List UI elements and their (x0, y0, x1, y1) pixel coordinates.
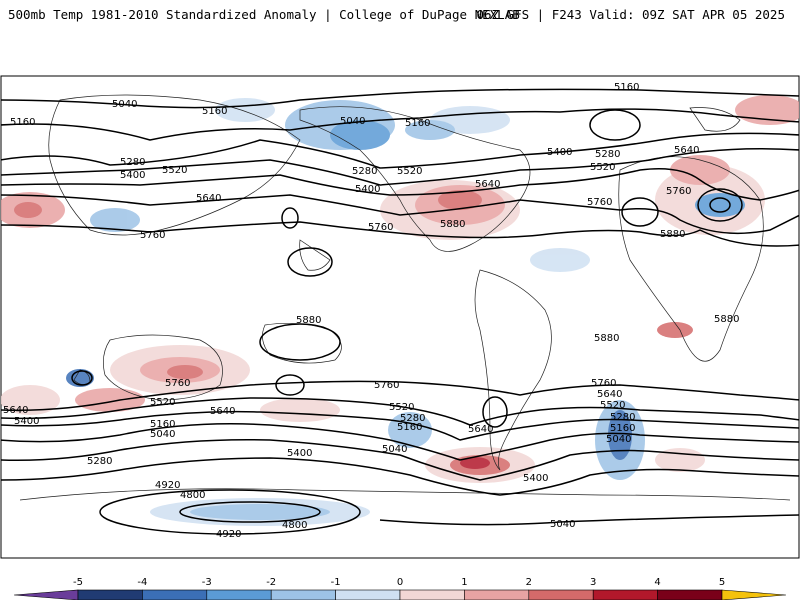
contour-label: 5520 (389, 402, 414, 413)
map-title: 500mb Temp 1981-2010 Standardized Anomal… (8, 7, 520, 22)
contour-label: 5160 (202, 106, 227, 117)
contour-label: 5040 (150, 429, 175, 440)
contour-label: 5280 (352, 166, 377, 177)
colorbar-segment (77, 589, 143, 600)
colorbar-tick-label: 4 (654, 577, 660, 588)
colorbar-segment (721, 589, 787, 600)
contour-label: 5760 (666, 186, 691, 197)
contour-label: 5760 (165, 378, 190, 389)
contour-label: 5160 (150, 419, 175, 430)
colorbar-segment (335, 589, 401, 600)
contour-label: 5640 (210, 406, 235, 417)
contour-labels: 5040 5160 5040 5160 5160 5160 5160 5280 … (3, 82, 739, 540)
contour-label: 5160 (614, 82, 639, 93)
height-contours (1, 88, 799, 535)
colorbar-segment (206, 589, 272, 600)
contour-label: 5760 (368, 222, 393, 233)
coastlines (19, 94, 791, 501)
colorbar-tick-label: -3 (202, 577, 212, 588)
contour-label: 5640 (674, 145, 699, 156)
colorbar-segment (399, 589, 465, 600)
contour-label: 5400 (547, 147, 572, 158)
contour-label: 5640 (475, 179, 500, 190)
contour-label: 5640 (468, 424, 493, 435)
contour-label: 5880 (714, 314, 739, 325)
contour-label: 5520 (150, 397, 175, 408)
contour-label: 4800 (282, 520, 307, 531)
colorbar-tick-label: 2 (526, 577, 532, 588)
contour-label: 5280 (120, 157, 145, 168)
colorbar-tick-label: 1 (461, 577, 467, 588)
contour-label: 5280 (610, 412, 635, 423)
contour-label: 5280 (87, 456, 112, 467)
colorbar-tick-label: -5 (73, 577, 83, 588)
colorbar-tick-label: 3 (590, 577, 596, 588)
contour-label: 5520 (590, 162, 615, 173)
colorbar-tick-label: 0 (397, 577, 403, 588)
colorbar-segment (528, 589, 594, 600)
contour-label: 5280 (595, 149, 620, 160)
contour-label: 5880 (660, 229, 685, 240)
colorbar-tick-label: 5 (719, 577, 725, 588)
colorbar-segment (13, 589, 79, 600)
contour-label: 5760 (374, 380, 399, 391)
contour-label: 5400 (355, 184, 380, 195)
contour-label: 5400 (523, 473, 548, 484)
colorbar-tick-label: -4 (137, 577, 147, 588)
contour-label: 5520 (397, 166, 422, 177)
colorbar-segment (270, 589, 336, 600)
colorbar-tick-label: -1 (331, 577, 341, 588)
colorbar-segment (657, 589, 723, 600)
colorbar-segment (142, 589, 208, 600)
contour-label: 5640 (597, 389, 622, 400)
contour-label: 5520 (162, 165, 187, 176)
contour-label: 5760 (587, 197, 612, 208)
colorbar-segment (592, 589, 658, 600)
contour-label: 5160 (405, 118, 430, 129)
contour-label: 5040 (382, 444, 407, 455)
contour-label: 5760 (140, 230, 165, 241)
colorbar-segment (464, 589, 530, 600)
contour-label: 5640 (196, 193, 221, 204)
header: 500mb Temp 1981-2010 Standardized Anomal… (0, 0, 800, 30)
contour-label: 5040 (112, 99, 137, 110)
contour-label: 5880 (296, 315, 321, 326)
contour-label: 5640 (3, 405, 28, 416)
contour-label: 5400 (14, 416, 39, 427)
contour-label: 5160 (610, 423, 635, 434)
contour-label: 5160 (397, 422, 422, 433)
contour-label: 5880 (440, 219, 465, 230)
contour-label: 5400 (287, 448, 312, 459)
colorbar: -5 -4 -3 -2 -1 0 1 2 3 4 5 (13, 577, 787, 600)
contour-label: 5040 (340, 116, 365, 127)
model-run-info: 06Z GFS | F243 Valid: 09Z SAT APR 05 202… (476, 7, 785, 22)
colorbar-tick-label: -2 (266, 577, 276, 588)
contour-label: 4920 (216, 529, 241, 540)
contour-label: 5880 (594, 333, 619, 344)
contour-label: 5400 (120, 170, 145, 181)
contour-label: 5040 (606, 434, 631, 445)
contour-label: 5280 (400, 413, 425, 424)
contour-label: 4920 (155, 480, 180, 491)
contour-label: 5520 (600, 400, 625, 411)
contour-label: 5760 (591, 378, 616, 389)
contour-label: 5040 (550, 519, 575, 530)
contour-label: 5160 (10, 117, 35, 128)
contour-label: 4800 (180, 490, 205, 501)
